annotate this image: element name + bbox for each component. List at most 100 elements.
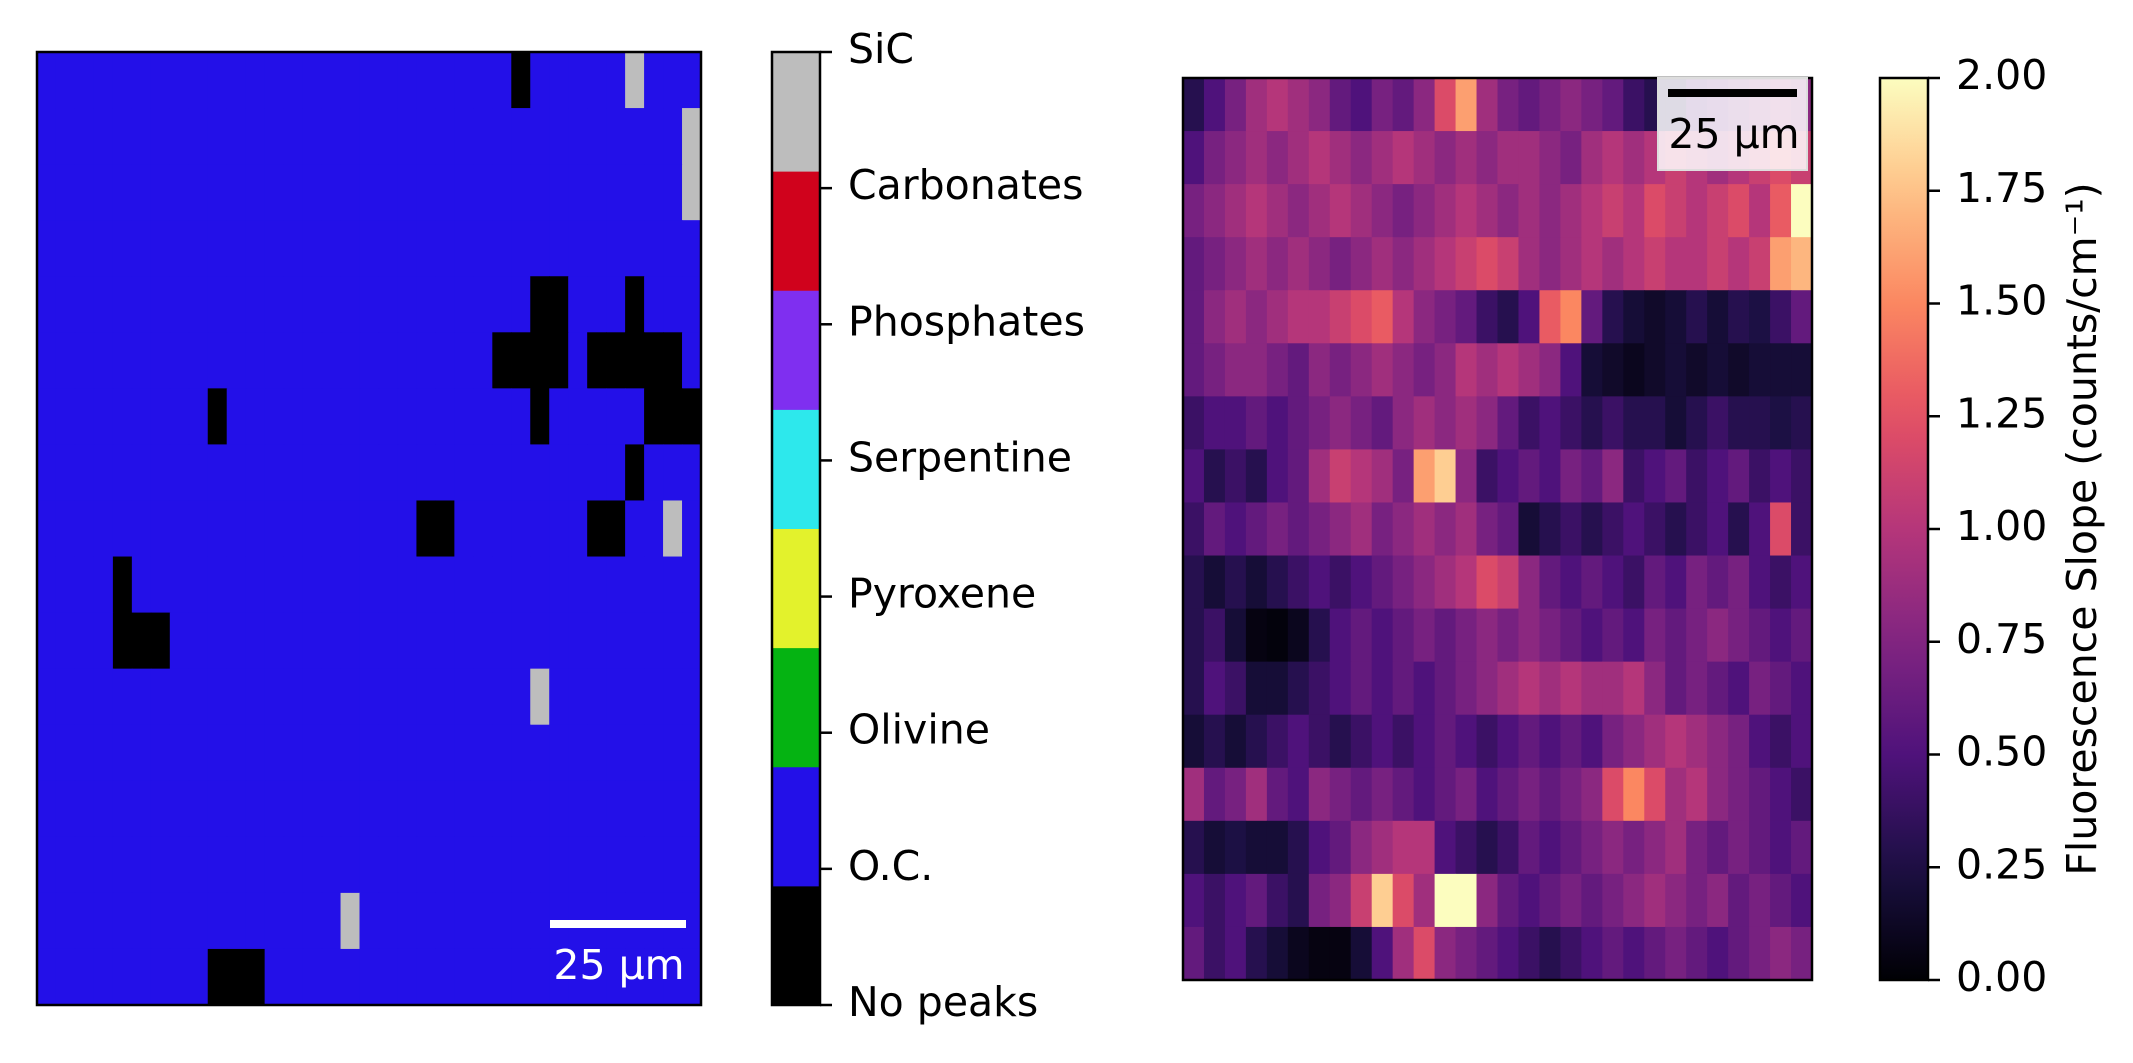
heatmap-cell — [549, 948, 569, 1006]
heatmap-cell — [245, 892, 266, 950]
heatmap-cell — [1329, 78, 1352, 132]
heatmap-cell — [568, 388, 588, 446]
heatmap-cell — [1686, 184, 1708, 238]
heatmap-cell — [55, 780, 76, 838]
heatmap-cell — [302, 948, 323, 1006]
heatmap-cell — [1183, 555, 1205, 610]
heatmap-cell — [302, 892, 323, 950]
heatmap-cell — [1749, 661, 1771, 716]
heatmap-cell — [1602, 131, 1624, 185]
heatmap-cell — [378, 444, 399, 502]
heatmap-cell — [1183, 926, 1205, 981]
heatmap-cell — [1287, 555, 1310, 610]
heatmap-cell — [1623, 502, 1645, 557]
heatmap-cell — [1497, 343, 1520, 397]
heatmap-cell — [1329, 661, 1352, 716]
heatmap-cell — [606, 724, 626, 782]
heatmap-cell — [1728, 555, 1750, 610]
heatmap-cell — [625, 220, 645, 277]
colorbar-band — [772, 528, 820, 649]
heatmap-cell — [587, 164, 607, 221]
heatmap-cell — [1602, 555, 1624, 610]
heatmap-cell — [1203, 396, 1226, 451]
heatmap-cell — [1371, 555, 1394, 610]
heatmap-cell — [568, 332, 588, 389]
heatmap-cell — [74, 948, 95, 1006]
heatmap-cell — [37, 556, 57, 614]
heatmap-cell — [321, 276, 342, 333]
colorbar-tick-label: 1.50 — [1956, 277, 2047, 325]
heatmap-cell — [378, 332, 399, 389]
heatmap-cell — [378, 948, 399, 1006]
heatmap-cell — [1203, 555, 1226, 610]
heatmap-cell — [511, 444, 531, 502]
heatmap-cell — [511, 612, 531, 670]
heatmap-cell — [1560, 237, 1582, 291]
heatmap-cell — [188, 108, 209, 165]
heatmap-cell — [1245, 290, 1268, 344]
heatmap-cell — [663, 836, 683, 894]
heatmap-cell — [1665, 555, 1687, 610]
heatmap-cell — [530, 668, 550, 726]
heatmap-cell — [530, 556, 550, 614]
heatmap-cell — [1518, 184, 1541, 238]
heatmap-cell — [1266, 502, 1289, 557]
heatmap-cell — [682, 948, 702, 1006]
heatmap-cell — [511, 948, 531, 1006]
heatmap-cell — [169, 780, 190, 838]
heatmap-cell — [1329, 449, 1352, 504]
heatmap-cell — [302, 444, 323, 502]
heatmap-cell — [435, 836, 455, 894]
heatmap-cell — [1686, 926, 1708, 981]
heatmap-cell — [1350, 502, 1373, 557]
heatmap-cell — [416, 668, 436, 726]
heatmap-cell — [644, 556, 664, 614]
heatmap-cell — [1476, 184, 1499, 238]
heatmap-cell — [1455, 502, 1478, 557]
heatmap-cell — [131, 52, 152, 109]
heatmap-cell — [1245, 873, 1268, 928]
heatmap-cell — [625, 780, 645, 838]
heatmap-cell — [283, 948, 304, 1006]
heatmap-cell — [1266, 555, 1289, 610]
heatmap-cell — [1497, 290, 1520, 344]
heatmap-cell — [1183, 767, 1205, 822]
heatmap-cell — [1371, 820, 1394, 875]
heatmap-cell — [587, 780, 607, 838]
heatmap-cell — [1455, 873, 1478, 928]
heatmap-cell — [1770, 184, 1792, 238]
heatmap-cell — [473, 164, 493, 221]
heatmap-cell — [1644, 343, 1666, 397]
heatmap-cell — [112, 612, 133, 670]
heatmap-cell — [1539, 714, 1561, 769]
heatmap-cell — [473, 556, 493, 614]
heatmap-cell — [1455, 78, 1478, 132]
heatmap-cell — [245, 500, 266, 558]
heatmap-cell — [1245, 343, 1268, 397]
heatmap-cell — [245, 164, 266, 221]
heatmap-cell — [1183, 290, 1205, 344]
heatmap-cell — [37, 724, 57, 782]
heatmap-cell — [1665, 184, 1687, 238]
colorbar-tick-label: SiC — [848, 25, 914, 73]
heatmap-cell — [264, 500, 285, 558]
heatmap-cell — [1266, 237, 1289, 291]
heatmap-cell — [454, 444, 474, 502]
heatmap-cell — [1203, 237, 1226, 291]
heatmap-cell — [112, 52, 133, 109]
heatmap-cell — [1434, 131, 1457, 185]
heatmap-cell — [1644, 184, 1666, 238]
heatmap-cell — [435, 388, 455, 446]
heatmap-cell — [131, 948, 152, 1006]
heatmap-cell — [416, 836, 436, 894]
heatmap-cell — [454, 892, 474, 950]
heatmap-cell — [359, 332, 380, 389]
heatmap-cell — [169, 52, 190, 109]
heatmap-cell — [150, 556, 171, 614]
heatmap-cell — [188, 836, 209, 894]
heatmap-cell — [1686, 396, 1708, 451]
heatmap-cell — [663, 164, 683, 221]
heatmap-cell — [473, 52, 493, 109]
heatmap-cell — [1455, 237, 1478, 291]
heatmap-cell — [1539, 608, 1561, 663]
